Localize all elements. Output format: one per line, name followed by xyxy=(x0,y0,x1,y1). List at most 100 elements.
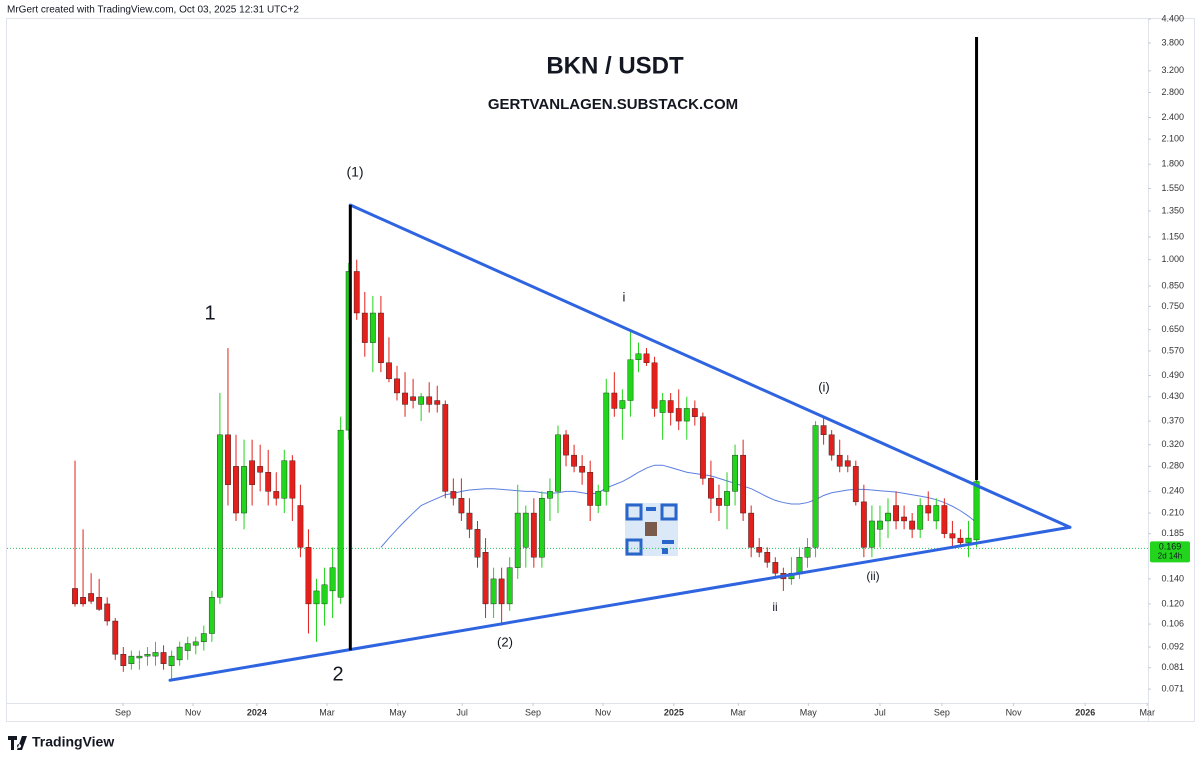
candle-body xyxy=(386,362,392,380)
candle-body xyxy=(941,505,948,534)
candle-body xyxy=(748,512,755,548)
candle-body xyxy=(72,588,78,605)
x-tick-label: 2024 xyxy=(247,707,267,717)
candle-body xyxy=(571,454,577,467)
wave-label: (2) xyxy=(497,634,513,649)
candle-body xyxy=(603,392,610,492)
candle-body xyxy=(812,425,819,548)
candle-body xyxy=(289,460,296,499)
candle-body xyxy=(957,537,964,543)
candle-body xyxy=(563,434,569,456)
candle-body xyxy=(458,498,465,514)
candle-body xyxy=(176,646,183,661)
candle-body xyxy=(651,362,658,409)
candle-body xyxy=(136,655,143,659)
countdown-label: 2d 14h xyxy=(1158,551,1182,560)
x-tick-label: May xyxy=(800,707,818,717)
candle-body xyxy=(217,434,223,598)
y-tick-label: 0.106 xyxy=(1161,618,1184,628)
candle-body xyxy=(659,400,666,413)
y-tick-label: 3.800 xyxy=(1161,37,1184,47)
candle-body xyxy=(836,454,843,467)
y-tick-label: 0.140 xyxy=(1161,573,1184,583)
candle-body xyxy=(144,654,151,657)
candle-body xyxy=(160,652,167,664)
candle-body xyxy=(643,353,650,363)
candle-body xyxy=(377,312,384,363)
candle-body xyxy=(635,353,642,360)
candle-body xyxy=(369,312,376,343)
candle-body xyxy=(852,466,859,503)
candle-body xyxy=(724,491,730,506)
candle-body xyxy=(208,597,215,634)
candle-body xyxy=(88,593,95,602)
candle-body xyxy=(587,472,594,506)
x-tick-label: 2026 xyxy=(1075,707,1095,717)
candle-body xyxy=(225,434,231,485)
x-tick-label: Mar xyxy=(731,707,747,717)
candle-body xyxy=(699,416,706,479)
candle-body xyxy=(498,578,505,605)
y-tick-label: 0.185 xyxy=(1161,528,1184,538)
candle-body xyxy=(168,655,175,666)
candle-body xyxy=(466,512,473,530)
candle-body xyxy=(353,271,360,314)
candle-body xyxy=(973,481,980,541)
candle-body xyxy=(909,520,916,530)
trendline xyxy=(348,203,1072,529)
candle-body xyxy=(281,460,288,499)
y-tick-label: 2.800 xyxy=(1161,87,1184,97)
y-tick-label: 0.240 xyxy=(1161,486,1184,496)
candle-body xyxy=(522,512,529,548)
candle-body xyxy=(96,597,103,610)
y-tick-label: 2.100 xyxy=(1161,134,1184,144)
y-tick-label: 0.210 xyxy=(1161,507,1184,517)
y-tick-label: 0.120 xyxy=(1161,598,1184,608)
candle-body xyxy=(128,655,135,664)
candle-body xyxy=(595,491,602,506)
candle-body xyxy=(796,557,803,574)
y-tick-label: 1.150 xyxy=(1161,231,1184,241)
y-tick-label: 1.800 xyxy=(1161,159,1184,169)
y-tick-label: 0.071 xyxy=(1161,683,1184,693)
y-tick-label: 0.650 xyxy=(1161,324,1184,334)
candle-body xyxy=(394,378,400,394)
candle-body xyxy=(844,460,851,467)
candle-body xyxy=(200,633,207,643)
y-tick-label: 4.400 xyxy=(1161,14,1184,24)
candle-body xyxy=(667,400,674,413)
candle-body xyxy=(506,567,513,605)
candle-body xyxy=(305,547,312,605)
candle-body xyxy=(80,597,86,605)
last-price-label: 0.169 xyxy=(1159,542,1182,552)
candle-body xyxy=(474,529,481,558)
candle-body xyxy=(297,505,304,548)
candle-body xyxy=(828,434,835,456)
candle-body xyxy=(402,392,408,405)
plot-area xyxy=(7,37,1148,682)
candle-body xyxy=(112,620,119,655)
candle-body xyxy=(925,505,932,514)
candle-body xyxy=(120,654,127,666)
wave-label: 2 xyxy=(332,663,343,685)
candle-body xyxy=(313,590,320,605)
candle-body xyxy=(442,404,449,492)
candle-body xyxy=(893,505,899,522)
y-tick-label: 0.370 xyxy=(1161,415,1184,425)
x-tick-label: Sep xyxy=(115,707,131,717)
y-tick-label: 0.280 xyxy=(1161,461,1184,471)
chart-subtitle: GERTVANLAGEN.SUBSTACK.COM xyxy=(488,96,738,113)
qr-code xyxy=(625,503,678,556)
x-tick-label: 2025 xyxy=(664,707,684,717)
candle-body xyxy=(434,400,441,405)
wave-label: (ii) xyxy=(866,569,879,583)
logo-text: TradingView xyxy=(32,734,114,750)
candle-body xyxy=(627,359,634,401)
candle-body xyxy=(257,466,264,473)
candle-body xyxy=(885,512,891,522)
candle-body xyxy=(273,491,280,499)
candle-body xyxy=(321,584,328,605)
candle-body xyxy=(804,547,811,558)
